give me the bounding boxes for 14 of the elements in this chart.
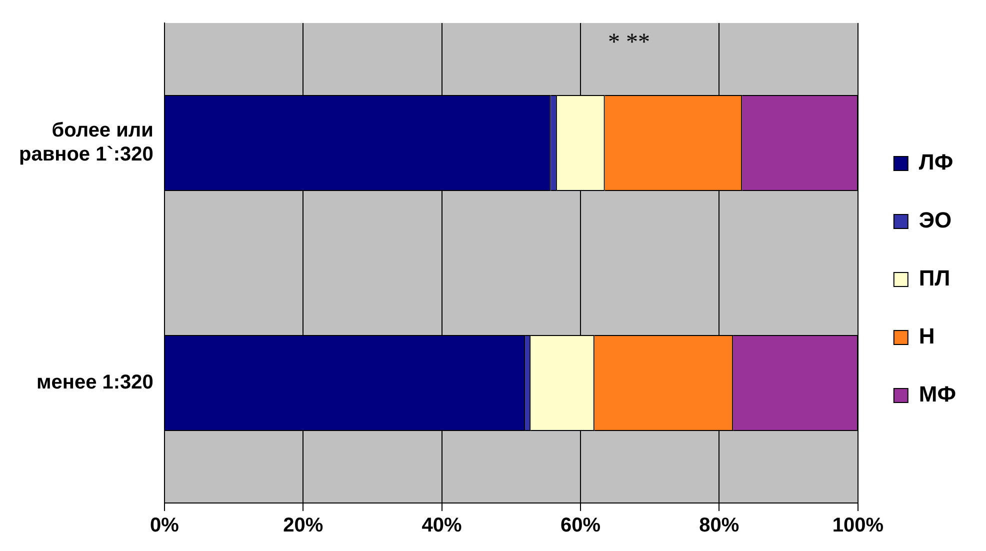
y-tick-label: более или равное 1`:320 xyxy=(18,120,154,166)
x-tick-label: 20% xyxy=(283,514,324,537)
x-tick-label: 60% xyxy=(560,514,601,537)
legend-label: ЛФ xyxy=(918,150,954,175)
legend-label: ПЛ xyxy=(918,266,950,291)
legend-label: МФ xyxy=(918,382,956,407)
x-tick-label: 80% xyxy=(699,514,740,537)
legend-label: Н xyxy=(918,324,935,349)
annotation: * ** xyxy=(608,29,650,56)
x-tick-label: 40% xyxy=(422,514,462,537)
legend-label: ЭО xyxy=(918,208,952,233)
x-tick-label: 0% xyxy=(150,514,180,537)
y-tick-label: менее 1:320 xyxy=(36,372,154,394)
x-tick-label: 100% xyxy=(832,514,884,537)
